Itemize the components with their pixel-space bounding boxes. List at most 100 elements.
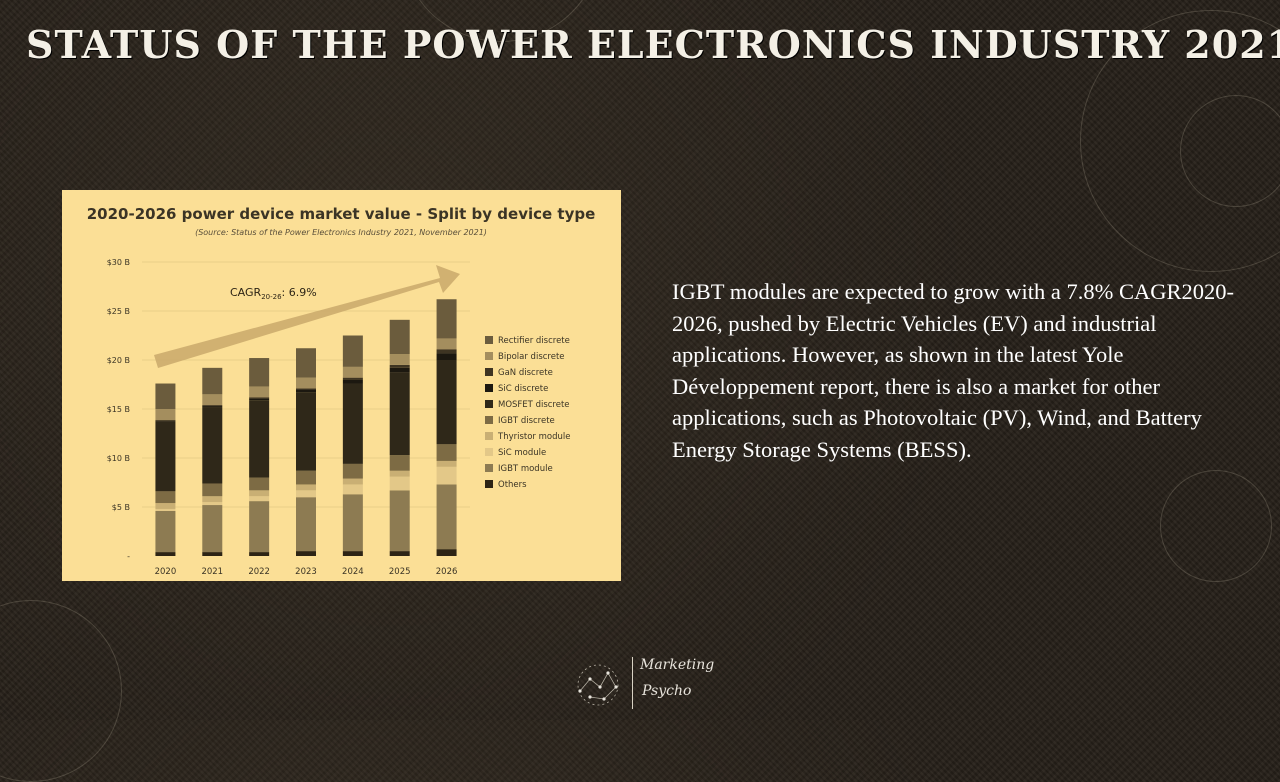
bar-segment	[296, 392, 316, 471]
bar-segment	[202, 483, 223, 497]
legend-swatch	[485, 432, 493, 440]
legend-label: Bipolar discrete	[498, 352, 565, 362]
bar-segment	[342, 379, 363, 384]
bar-segment	[389, 551, 410, 556]
legend-swatch	[485, 336, 493, 344]
bar-segment	[249, 398, 270, 401]
cagr-annotation: CAGR20-26: 6.9%	[154, 265, 460, 368]
y-tick-label: $5 B	[112, 503, 130, 512]
bar-segment	[436, 360, 457, 445]
bar-segment	[296, 490, 316, 498]
chart-panel: 2020-2026 power device market value - Sp…	[62, 190, 621, 581]
bar-segment	[342, 551, 363, 556]
legend-label: SiC module	[498, 448, 546, 458]
bar-segment	[249, 501, 270, 553]
bar-segment	[342, 335, 363, 367]
bar-segment	[389, 319, 410, 355]
bar-segment	[436, 466, 457, 485]
bar-segment	[296, 551, 316, 556]
bar-segment	[389, 354, 410, 365]
slide-body-text: IGBT modules are expected to grow with a…	[672, 279, 1234, 462]
bar-segment	[342, 494, 363, 552]
bar-segment	[249, 358, 270, 387]
constellation-icon	[577, 664, 619, 706]
bar-segment	[296, 348, 316, 378]
bar-segment	[342, 484, 363, 495]
bar-segment	[155, 552, 176, 556]
bar-segment	[202, 496, 223, 503]
bar-segment	[436, 484, 457, 550]
legend-swatch	[485, 368, 493, 376]
legend-label: Thyristor module	[497, 432, 570, 442]
logo-text-marketing: Marketing	[640, 657, 715, 673]
bar-segment	[202, 405, 223, 407]
bar-segment	[249, 496, 270, 502]
x-tick-label: 2024	[342, 567, 364, 577]
bar-segment	[436, 460, 457, 467]
cagr-value: : 6.9%	[282, 286, 317, 299]
bar-segment	[389, 367, 410, 373]
bar-segment	[155, 419, 176, 421]
legend-label: GaN discrete	[498, 368, 553, 378]
slide-title: STATUS OF THE POWER ELECTRONICS INDUSTRY…	[26, 22, 1280, 67]
legend-swatch	[485, 464, 493, 472]
cagr-subscript: 20-26	[261, 293, 282, 301]
bars	[155, 299, 457, 556]
bar-segment	[155, 420, 176, 422]
cagr-text: CAGR	[230, 286, 262, 299]
brand-logo: Marketing Psycho	[570, 655, 720, 715]
y-axis-ticks: - $5 B $10 B $15 B $20 B $25 B $30 B	[107, 258, 130, 561]
bar-segment	[202, 505, 223, 553]
legend-label: MOSFET discrete	[498, 400, 570, 410]
bar-segment	[436, 353, 457, 360]
bar-segment	[249, 400, 270, 478]
legend-label: IGBT discrete	[498, 416, 555, 426]
bar-segment	[202, 552, 223, 556]
legend-label: Others	[498, 480, 527, 490]
bar-segment	[436, 549, 457, 556]
decorative-circle-medium	[1180, 95, 1280, 207]
bar-segment	[296, 484, 316, 491]
y-tick-label: -	[127, 552, 130, 561]
logo-divider	[632, 657, 633, 709]
logo-text-psycho: Psycho	[642, 683, 692, 699]
bar-segment	[296, 377, 316, 389]
stacked-bar-chart: 2020-2026 power device market value - Sp…	[87, 205, 596, 577]
bar-segment	[389, 470, 410, 477]
x-tick-label: 2020	[155, 567, 177, 577]
bar-segment	[342, 377, 363, 380]
cagr-arrow	[154, 265, 460, 368]
bar-segment	[296, 388, 316, 390]
cagr-label: CAGR20-26: 6.9%	[230, 286, 317, 301]
decorative-circle-bottom-left	[0, 600, 122, 782]
y-tick-label: $10 B	[107, 454, 130, 463]
legend-label: IGBT module	[498, 464, 553, 474]
bar-segment	[389, 364, 410, 368]
y-tick-label: $30 B	[107, 258, 130, 267]
y-tick-label: $25 B	[107, 307, 130, 316]
x-tick-label: 2021	[201, 567, 223, 577]
bar-segment	[389, 476, 410, 491]
legend-label: Rectifier discrete	[498, 336, 570, 346]
bar-segment	[389, 455, 410, 471]
legend-swatch	[485, 416, 493, 424]
legend-label: SiC discrete	[498, 384, 548, 394]
legend: Rectifier discrete Bipolar discrete GaN di…	[485, 336, 570, 490]
bar-segment	[342, 478, 363, 485]
bar-segment	[296, 470, 316, 485]
bar-segment	[249, 386, 270, 398]
bar-segment	[155, 421, 176, 492]
x-tick-label: 2026	[436, 567, 458, 577]
bar-segment	[436, 338, 457, 350]
bar-segment	[155, 409, 176, 420]
bar-segment	[249, 490, 270, 497]
bar-segment	[202, 394, 223, 406]
bar-segment	[436, 349, 457, 354]
legend-swatch	[485, 480, 493, 488]
x-tick-label: 2023	[295, 567, 317, 577]
bar-segment	[436, 299, 457, 339]
bar-segment	[155, 510, 176, 553]
y-tick-label: $15 B	[107, 405, 130, 414]
chart-subtitle: (Source: Status of the Power Electronics…	[195, 228, 487, 237]
x-tick-label: 2025	[389, 567, 411, 577]
